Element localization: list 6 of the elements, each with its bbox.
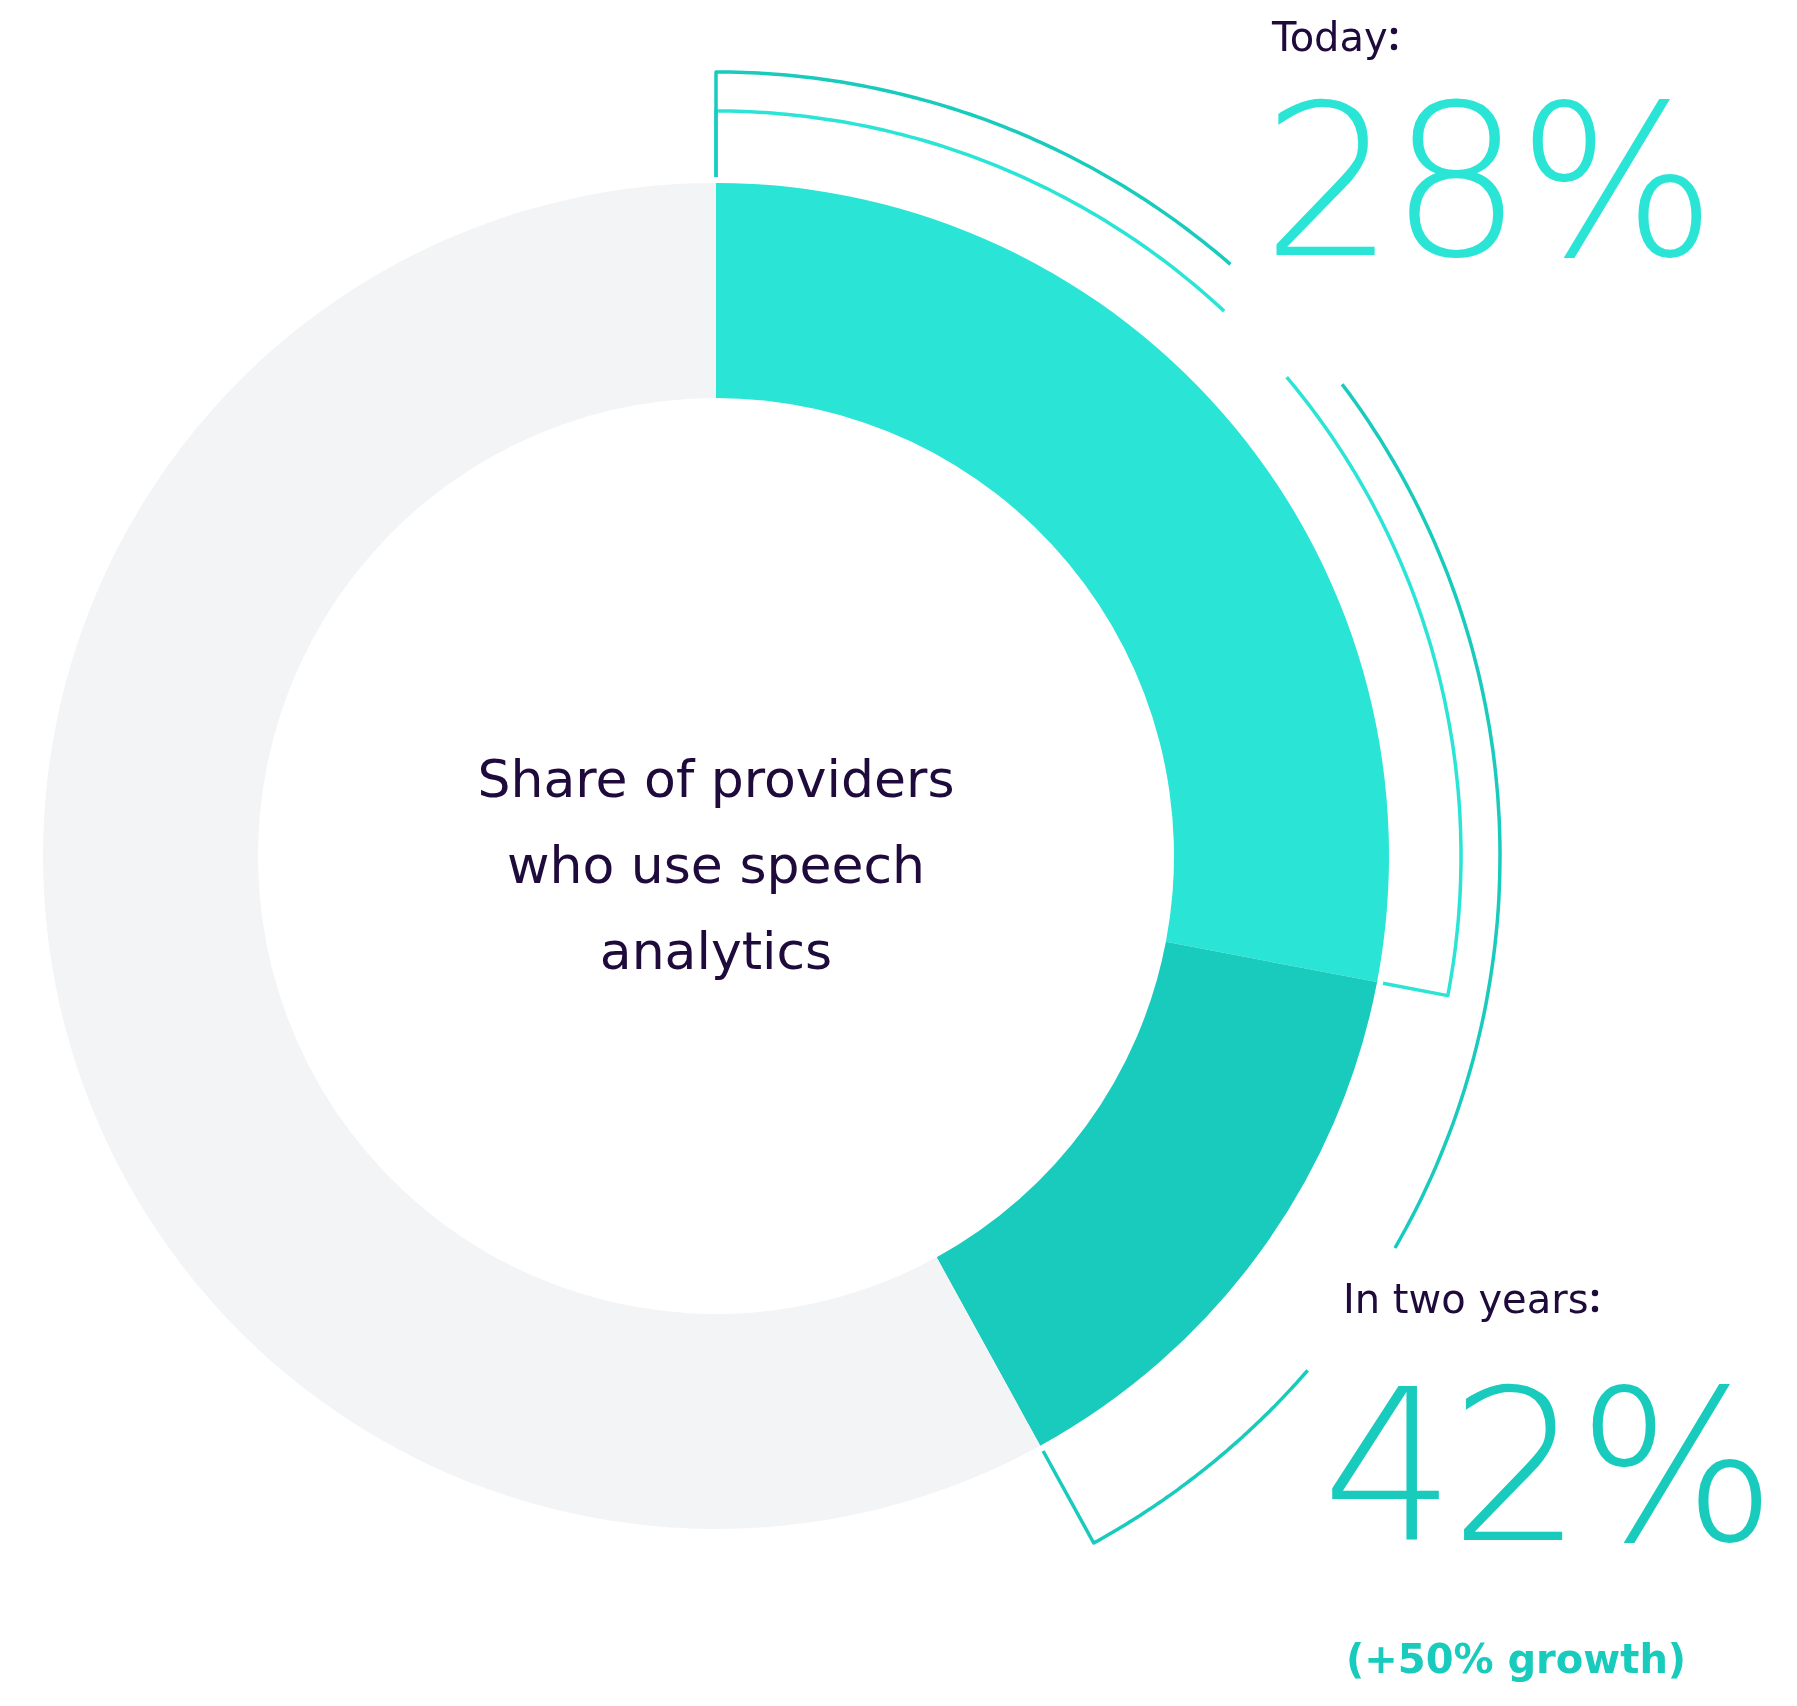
text: Share of providers who use speech analytics bbox=[476, 748, 956, 983]
text: (+50% growth) bbox=[1346, 1636, 1687, 1682]
data-label: 28% bbox=[1262, 60, 1711, 305]
text: 42% bbox=[1322, 1345, 1771, 1590]
slice-label: In two years bbox=[1343, 1276, 1590, 1322]
slice-label: Today bbox=[1272, 14, 1389, 60]
